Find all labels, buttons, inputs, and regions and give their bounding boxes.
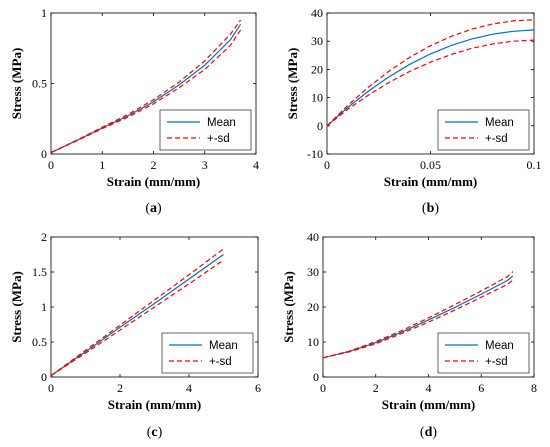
panel-caption: (b) [422, 201, 439, 216]
x-tick-label: 2 [373, 381, 379, 395]
y-axis-label: Stress (MPa) [9, 271, 24, 343]
series-line-mean-mean [50, 23, 242, 154]
x-axis-label: Strain (mm/mm) [107, 174, 201, 189]
y-axis-label: Stress (MPa) [9, 48, 24, 120]
y-tick-label: 0 [317, 119, 323, 133]
legend: Mean +-sd [161, 332, 254, 374]
y-tick-label: 0 [313, 370, 319, 384]
x-tick-label: 0.1 [527, 158, 542, 172]
y-tick-label: 0 [41, 147, 47, 161]
legend-label: +-sd [207, 133, 230, 145]
series-line-sd-minus-sd [326, 39, 535, 127]
series-line-sd-minus-sd [322, 279, 514, 359]
legend-label: Mean [207, 117, 236, 129]
legend: Mean +-sd [437, 109, 530, 151]
x-tick-label: 6 [255, 381, 261, 395]
x-tick-label: 2 [117, 381, 123, 395]
legend-label: +-sd [209, 356, 232, 368]
x-tick-label: 3 [202, 158, 208, 172]
legend-label: +-sd [485, 356, 508, 368]
x-tick-label: 4 [253, 158, 259, 172]
x-axis-label: Strain (mm/mm) [382, 397, 476, 412]
y-tick-label: 1 [41, 300, 47, 314]
series-line-sd-minus-sd [50, 29, 242, 154]
series-line-sd-plus-sd [50, 19, 242, 154]
panel-caption: (c) [147, 425, 163, 440]
series-line-sd-minus-sd [50, 259, 224, 377]
series-line-sd-plus-sd [326, 19, 535, 127]
x-tick-label: 0 [320, 381, 326, 395]
x-tick-label: 8 [531, 381, 537, 395]
legend-box [437, 109, 530, 151]
legend-box [437, 332, 530, 374]
y-tick-label: -10 [307, 147, 323, 161]
y-tick-label: 10 [311, 91, 323, 105]
panel-d: 0 2 4 6 8 0 10 20 30 40 Strain (mm/mm) Stress (MPa)… [281, 230, 537, 440]
y-tick-label: 40 [307, 230, 319, 244]
y-tick-label: 40 [311, 6, 323, 20]
series-line-mean-mean [326, 29, 535, 127]
legend-box [159, 109, 252, 151]
x-tick-label: 4 [426, 381, 432, 395]
series-line-mean-mean [50, 254, 224, 377]
x-tick-label: 0.05 [420, 158, 441, 172]
legend-label: Mean [485, 117, 514, 129]
y-axis-label: Stress (MPa) [281, 271, 296, 343]
legend: Mean +-sd [159, 109, 252, 151]
y-tick-label: 1 [41, 6, 47, 20]
series-line-sd-plus-sd [50, 248, 224, 377]
legend: Mean +-sd [437, 332, 530, 374]
panel-c: 0 2 4 6 0 0.5 1 1.5 2 Strain (mm/mm) Stress (MPa) M… [9, 230, 261, 440]
panel-caption: (a) [145, 201, 162, 216]
y-tick-label: 10 [307, 335, 319, 349]
y-tick-label: 20 [307, 300, 319, 314]
x-tick-label: 6 [478, 381, 484, 395]
x-tick-label: 0 [48, 381, 54, 395]
panel-caption: (d) [420, 425, 437, 440]
series-line-sd-plus-sd [322, 271, 514, 359]
y-tick-label: 30 [307, 265, 319, 279]
y-tick-label: 2 [41, 230, 47, 244]
y-tick-label: 30 [311, 34, 323, 48]
x-tick-label: 2 [151, 158, 157, 172]
x-tick-label: 4 [186, 381, 192, 395]
x-axis-label: Strain (mm/mm) [384, 174, 478, 189]
legend-label: Mean [209, 340, 238, 352]
y-tick-label: 0 [41, 370, 47, 384]
y-axis-label: Stress (MPa) [285, 48, 300, 120]
y-tick-label: 20 [311, 62, 323, 76]
legend-label: Mean [485, 340, 514, 352]
x-tick-label: 0 [324, 158, 330, 172]
legend-box [161, 332, 254, 374]
x-tick-label: 1 [99, 158, 105, 172]
x-axis-label: Strain (mm/mm) [108, 397, 202, 412]
y-tick-label: 0.5 [32, 335, 47, 349]
x-tick-label: 0 [48, 158, 54, 172]
y-tick-label: 1.5 [32, 265, 47, 279]
y-tick-label: 0.5 [32, 77, 47, 91]
legend-label: +-sd [485, 133, 508, 145]
